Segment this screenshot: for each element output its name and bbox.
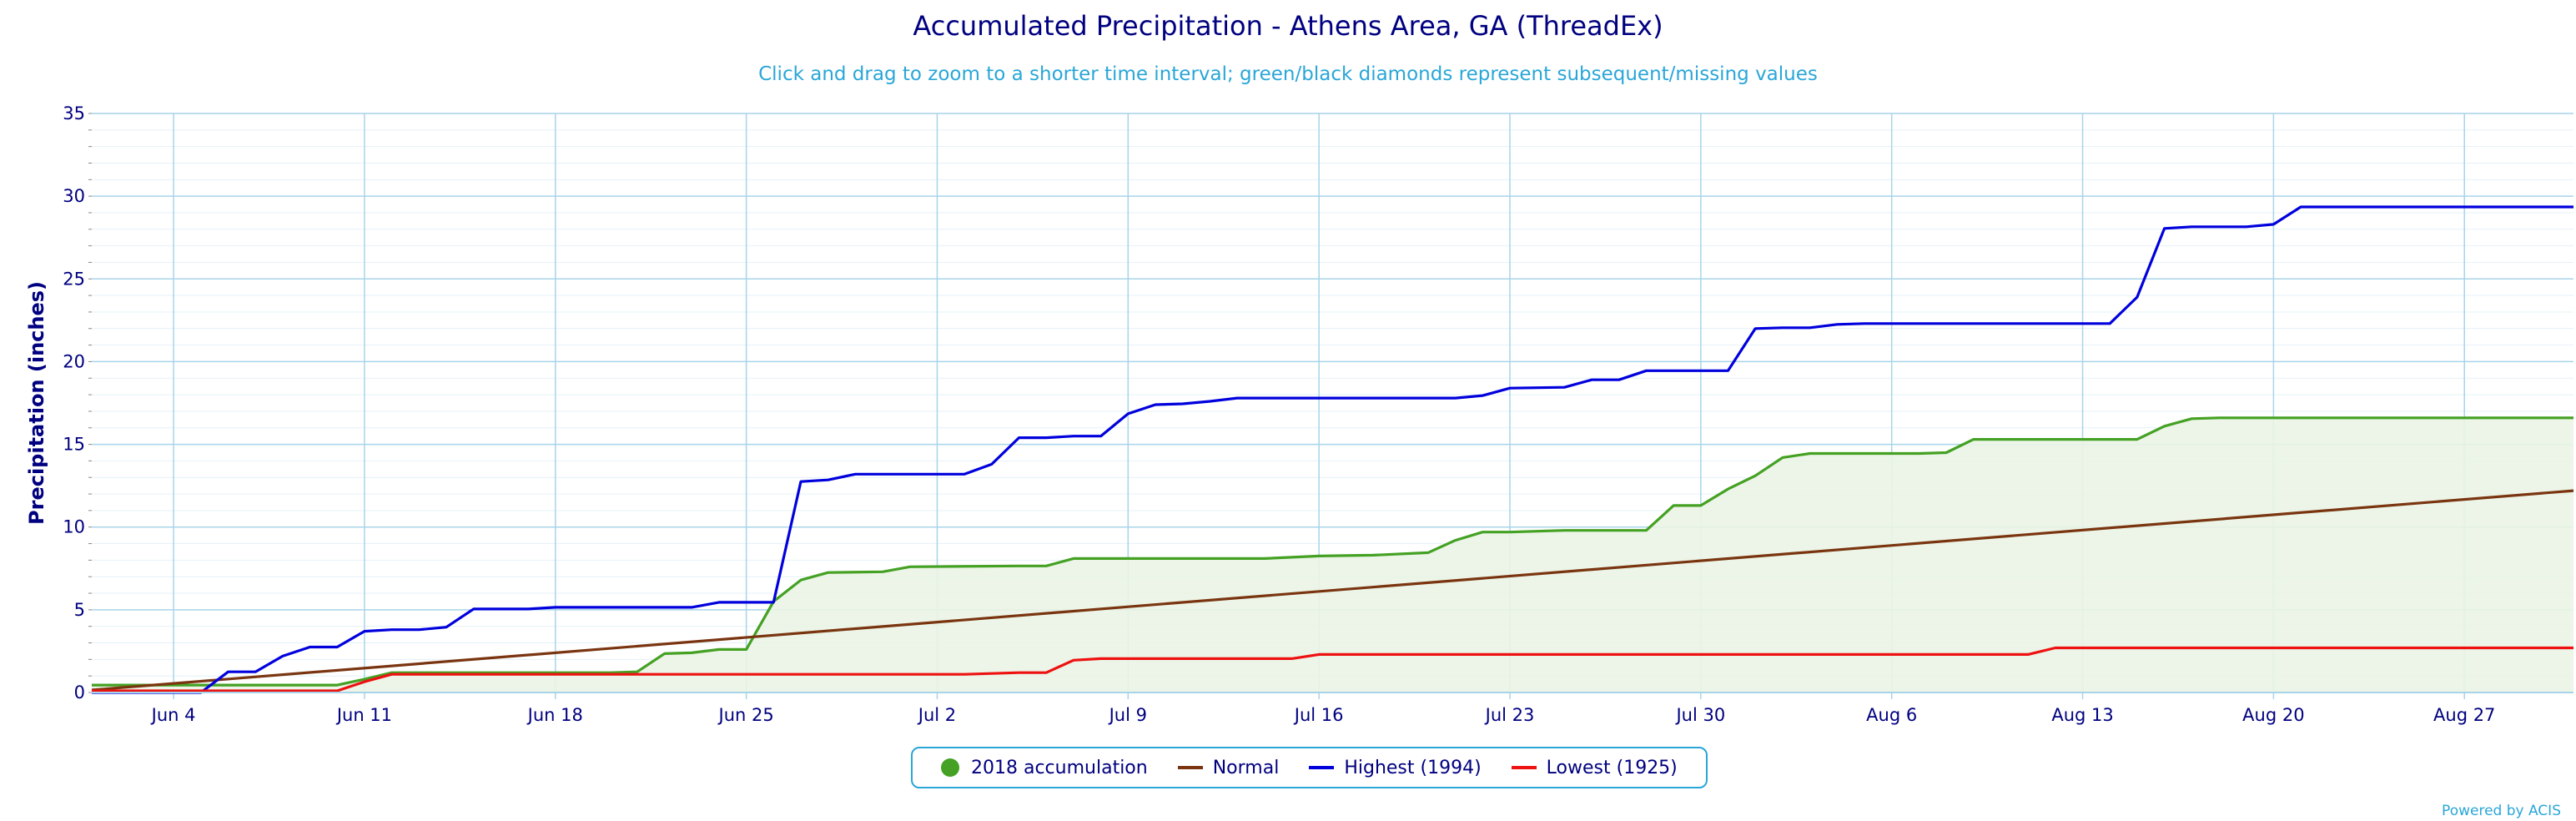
- x-tick-label: Jun 25: [717, 705, 774, 725]
- accum-area-fill: [92, 417, 2573, 693]
- series-accum-2018[interactable]: [92, 416, 2573, 687]
- legend-label-lowest: Lowest (1925): [1546, 757, 1678, 778]
- legend-item-normal[interactable]: Normal: [1177, 757, 1280, 778]
- x-tick-label: Jun 18: [526, 705, 583, 725]
- y-tick-label: 10: [63, 517, 85, 537]
- chart-subtitle: Click and drag to zoom to a shorter time…: [758, 63, 1818, 85]
- x-tick-label: Jul 23: [1484, 705, 1535, 725]
- y-tick-label: 15: [63, 435, 85, 455]
- series-normal[interactable]: [91, 489, 2574, 692]
- x-tick-label: Jul 9: [1108, 705, 1147, 725]
- legend-label-normal: Normal: [1212, 757, 1280, 778]
- legend-label-accum: 2018 accumulation: [971, 757, 1148, 778]
- legend-label-highest: Highest (1994): [1344, 757, 1482, 778]
- x-tick-label: Aug 6: [1866, 705, 1917, 725]
- y-tick-label: 35: [63, 103, 85, 123]
- legend-line-icon: [1309, 766, 1335, 769]
- y-tick-label: 25: [63, 269, 85, 289]
- chart-title: Accumulated Precipitation - Athens Area,…: [913, 10, 1663, 42]
- x-tick-label: Jul 16: [1293, 705, 1344, 725]
- x-tick-label: Aug 27: [2433, 705, 2495, 725]
- legend-item-lowest[interactable]: Lowest (1925): [1511, 757, 1678, 778]
- x-tick-label: Aug 13: [2051, 705, 2113, 725]
- x-tick-label: Jun 11: [335, 705, 392, 725]
- y-tick-label: 0: [74, 682, 85, 703]
- x-tick-label: Jun 4: [150, 705, 196, 725]
- credit-link[interactable]: Powered by ACIS: [2442, 803, 2561, 819]
- series-highest-1994[interactable]: [92, 205, 2573, 694]
- legend-item-highest[interactable]: Highest (1994): [1309, 757, 1482, 778]
- legend-line-icon: [1511, 766, 1537, 769]
- chart-legend: 2018 accumulation Normal Highest (1994) …: [911, 747, 1708, 788]
- x-tick-label: Jul 2: [917, 705, 956, 725]
- legend-line-icon: [1177, 766, 1203, 769]
- y-tick-label: 20: [63, 351, 85, 371]
- legend-item-accum[interactable]: 2018 accumulation: [941, 758, 1148, 778]
- x-tick-label: Jul 30: [1674, 705, 1725, 725]
- series-lowest-1925[interactable]: [92, 646, 2573, 693]
- legend-dot-icon: [941, 758, 959, 777]
- y-tick-label: 30: [63, 186, 85, 206]
- y-axis-title: Precipitation (inches): [25, 281, 48, 525]
- y-tick-label: 5: [74, 600, 85, 620]
- x-tick-label: Aug 20: [2242, 705, 2304, 725]
